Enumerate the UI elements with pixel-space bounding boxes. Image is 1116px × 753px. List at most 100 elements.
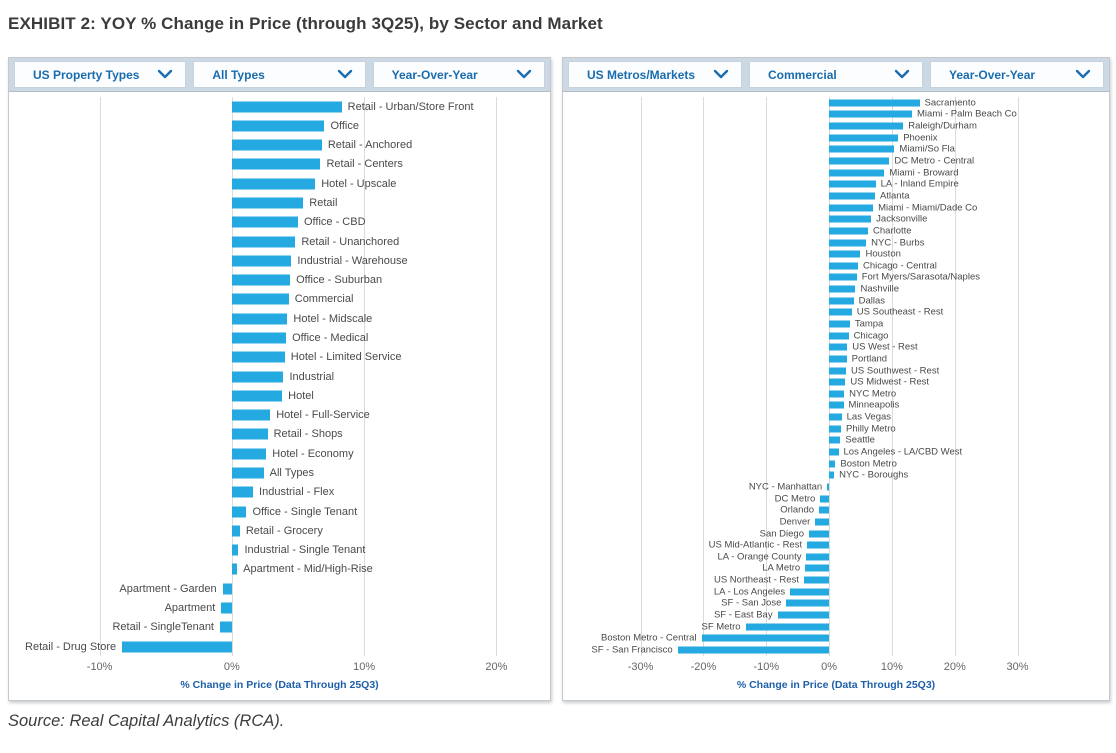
category-label: Orlando bbox=[780, 504, 815, 516]
category-label: Raleigh/Durham bbox=[908, 120, 977, 132]
commercial-dropdown[interactable]: Commercial bbox=[749, 61, 923, 88]
bar-row: San Diego bbox=[569, 528, 1103, 540]
gridline bbox=[891, 97, 893, 656]
bar bbox=[829, 320, 850, 328]
axis-tick-label: 0% bbox=[821, 661, 838, 673]
category-label: Seattle bbox=[845, 434, 875, 446]
axis-tick-label: -10% bbox=[753, 661, 780, 673]
category-label: San Diego bbox=[759, 528, 804, 540]
bar-row: Retail - Unanchored bbox=[15, 232, 544, 251]
bar bbox=[820, 495, 830, 503]
gridline bbox=[766, 97, 768, 656]
category-label: LA - Orange County bbox=[717, 551, 802, 563]
property-types-panel: US Property Types All Types Year-Over-Ye… bbox=[8, 57, 551, 701]
bar bbox=[829, 122, 904, 130]
bar-row: Industrial - Warehouse bbox=[15, 251, 544, 270]
chevron-down-icon bbox=[516, 66, 532, 84]
bar bbox=[231, 467, 264, 479]
bar bbox=[829, 227, 869, 235]
category-label: DC Metro bbox=[774, 493, 816, 505]
bar-row: Miami - Broward bbox=[569, 167, 1103, 179]
bar-row: Office - CBD bbox=[15, 213, 544, 232]
category-label: US Northeast - Rest bbox=[713, 574, 799, 586]
category-label: NYC - Burbs bbox=[871, 237, 925, 248]
bar bbox=[829, 332, 849, 340]
all-types-dropdown[interactable]: All Types bbox=[193, 61, 366, 88]
category-label: Industrial - Single Tenant bbox=[244, 544, 366, 557]
bar-row: NYC - Burbs bbox=[569, 237, 1103, 249]
category-label: US Southeast - Rest bbox=[856, 306, 944, 318]
bar bbox=[231, 216, 298, 228]
bar-row: Retail - Urban/Store Front bbox=[15, 97, 544, 116]
bar-row: Office - Single Tenant bbox=[15, 502, 544, 521]
category-label: SF Metro bbox=[701, 621, 741, 633]
bar-row: Fort Myers/Sarasota/Naples bbox=[569, 272, 1103, 284]
bar bbox=[829, 157, 890, 165]
category-label: Dallas bbox=[858, 295, 885, 307]
bar bbox=[790, 588, 830, 596]
us-metros-markets-dropdown[interactable]: US Metros/Markets bbox=[568, 61, 742, 88]
year-over-year-dropdown[interactable]: Year-Over-Year bbox=[372, 61, 545, 88]
bar bbox=[231, 351, 285, 363]
bar bbox=[231, 486, 254, 498]
bar bbox=[829, 308, 852, 316]
dropdown-label: Year-Over-Year bbox=[949, 67, 1036, 82]
bar-row: Hotel bbox=[15, 386, 544, 405]
category-label: Sacramento bbox=[924, 97, 976, 109]
bar-row: Apartment - Mid/High-Rise bbox=[15, 560, 544, 579]
bar-row: DC Metro bbox=[569, 493, 1103, 505]
bar-row: LA - Orange County bbox=[569, 551, 1103, 563]
category-label: Retail - Shops bbox=[273, 428, 343, 441]
category-label: Chicago bbox=[853, 330, 889, 342]
bar bbox=[829, 471, 835, 479]
bar bbox=[829, 180, 876, 188]
bar bbox=[231, 563, 238, 575]
category-label: LA Metro bbox=[762, 562, 801, 574]
bar-row: Retail - Anchored bbox=[15, 136, 544, 155]
bar bbox=[231, 371, 284, 383]
metros-markets-panel: US Metros/Markets Commercial Year-Over-Y… bbox=[562, 57, 1110, 701]
category-label: Apartment bbox=[164, 601, 216, 614]
bar-row: Portland bbox=[569, 353, 1103, 365]
bar bbox=[219, 621, 232, 633]
bar-row: All Types bbox=[15, 463, 544, 482]
bar-row: Dallas bbox=[569, 295, 1103, 307]
bar-row: Orlando bbox=[569, 504, 1103, 516]
bar bbox=[829, 285, 856, 293]
bar-row: Chicago - Central bbox=[569, 260, 1103, 272]
category-label: Minneapolis bbox=[848, 399, 900, 411]
dropdown-label: US Metros/Markets bbox=[587, 67, 696, 82]
axis-tick-label: -10% bbox=[86, 661, 113, 673]
category-label: Los Angeles - LA/CBD West bbox=[843, 446, 963, 458]
category-label: Retail - Grocery bbox=[245, 524, 323, 537]
bar-row: Miami/So Fla bbox=[569, 144, 1103, 156]
bar bbox=[805, 564, 830, 572]
bar bbox=[231, 158, 321, 170]
category-label: Miami - Broward bbox=[889, 167, 959, 179]
category-label: Retail - Drug Store bbox=[25, 640, 117, 653]
category-label: NYC - Boroughs bbox=[839, 469, 909, 481]
bar-row: SF - San Jose bbox=[569, 598, 1103, 610]
category-label: Denver bbox=[779, 516, 811, 528]
category-label: Apartment - Mid/High-Rise bbox=[243, 563, 373, 576]
bar bbox=[231, 525, 240, 537]
dropdown-label: All Types bbox=[212, 67, 265, 82]
year-over-year-dropdown[interactable]: Year-Over-Year bbox=[930, 61, 1104, 88]
bar-row: Charlotte bbox=[569, 225, 1103, 237]
us-property-types-dropdown[interactable]: US Property Types bbox=[14, 61, 187, 88]
bar bbox=[231, 448, 267, 460]
category-label: Charlotte bbox=[873, 225, 912, 237]
bar bbox=[803, 576, 830, 584]
category-label: Office bbox=[330, 119, 359, 132]
bar bbox=[829, 436, 841, 444]
bar-row: Philly Metro bbox=[569, 423, 1103, 435]
bar-row: US Midwest - Rest bbox=[569, 376, 1103, 388]
bar bbox=[829, 355, 847, 363]
filter-row: US Property Types All Types Year-Over-Ye… bbox=[9, 58, 550, 92]
dropdown-label: US Property Types bbox=[33, 67, 140, 82]
bar-row: Chicago bbox=[569, 330, 1103, 342]
axis-ticks: -10% 0% 10% 20% bbox=[15, 656, 544, 676]
bar bbox=[829, 273, 857, 281]
category-label: Miami - Palm Beach Co bbox=[917, 108, 1017, 120]
